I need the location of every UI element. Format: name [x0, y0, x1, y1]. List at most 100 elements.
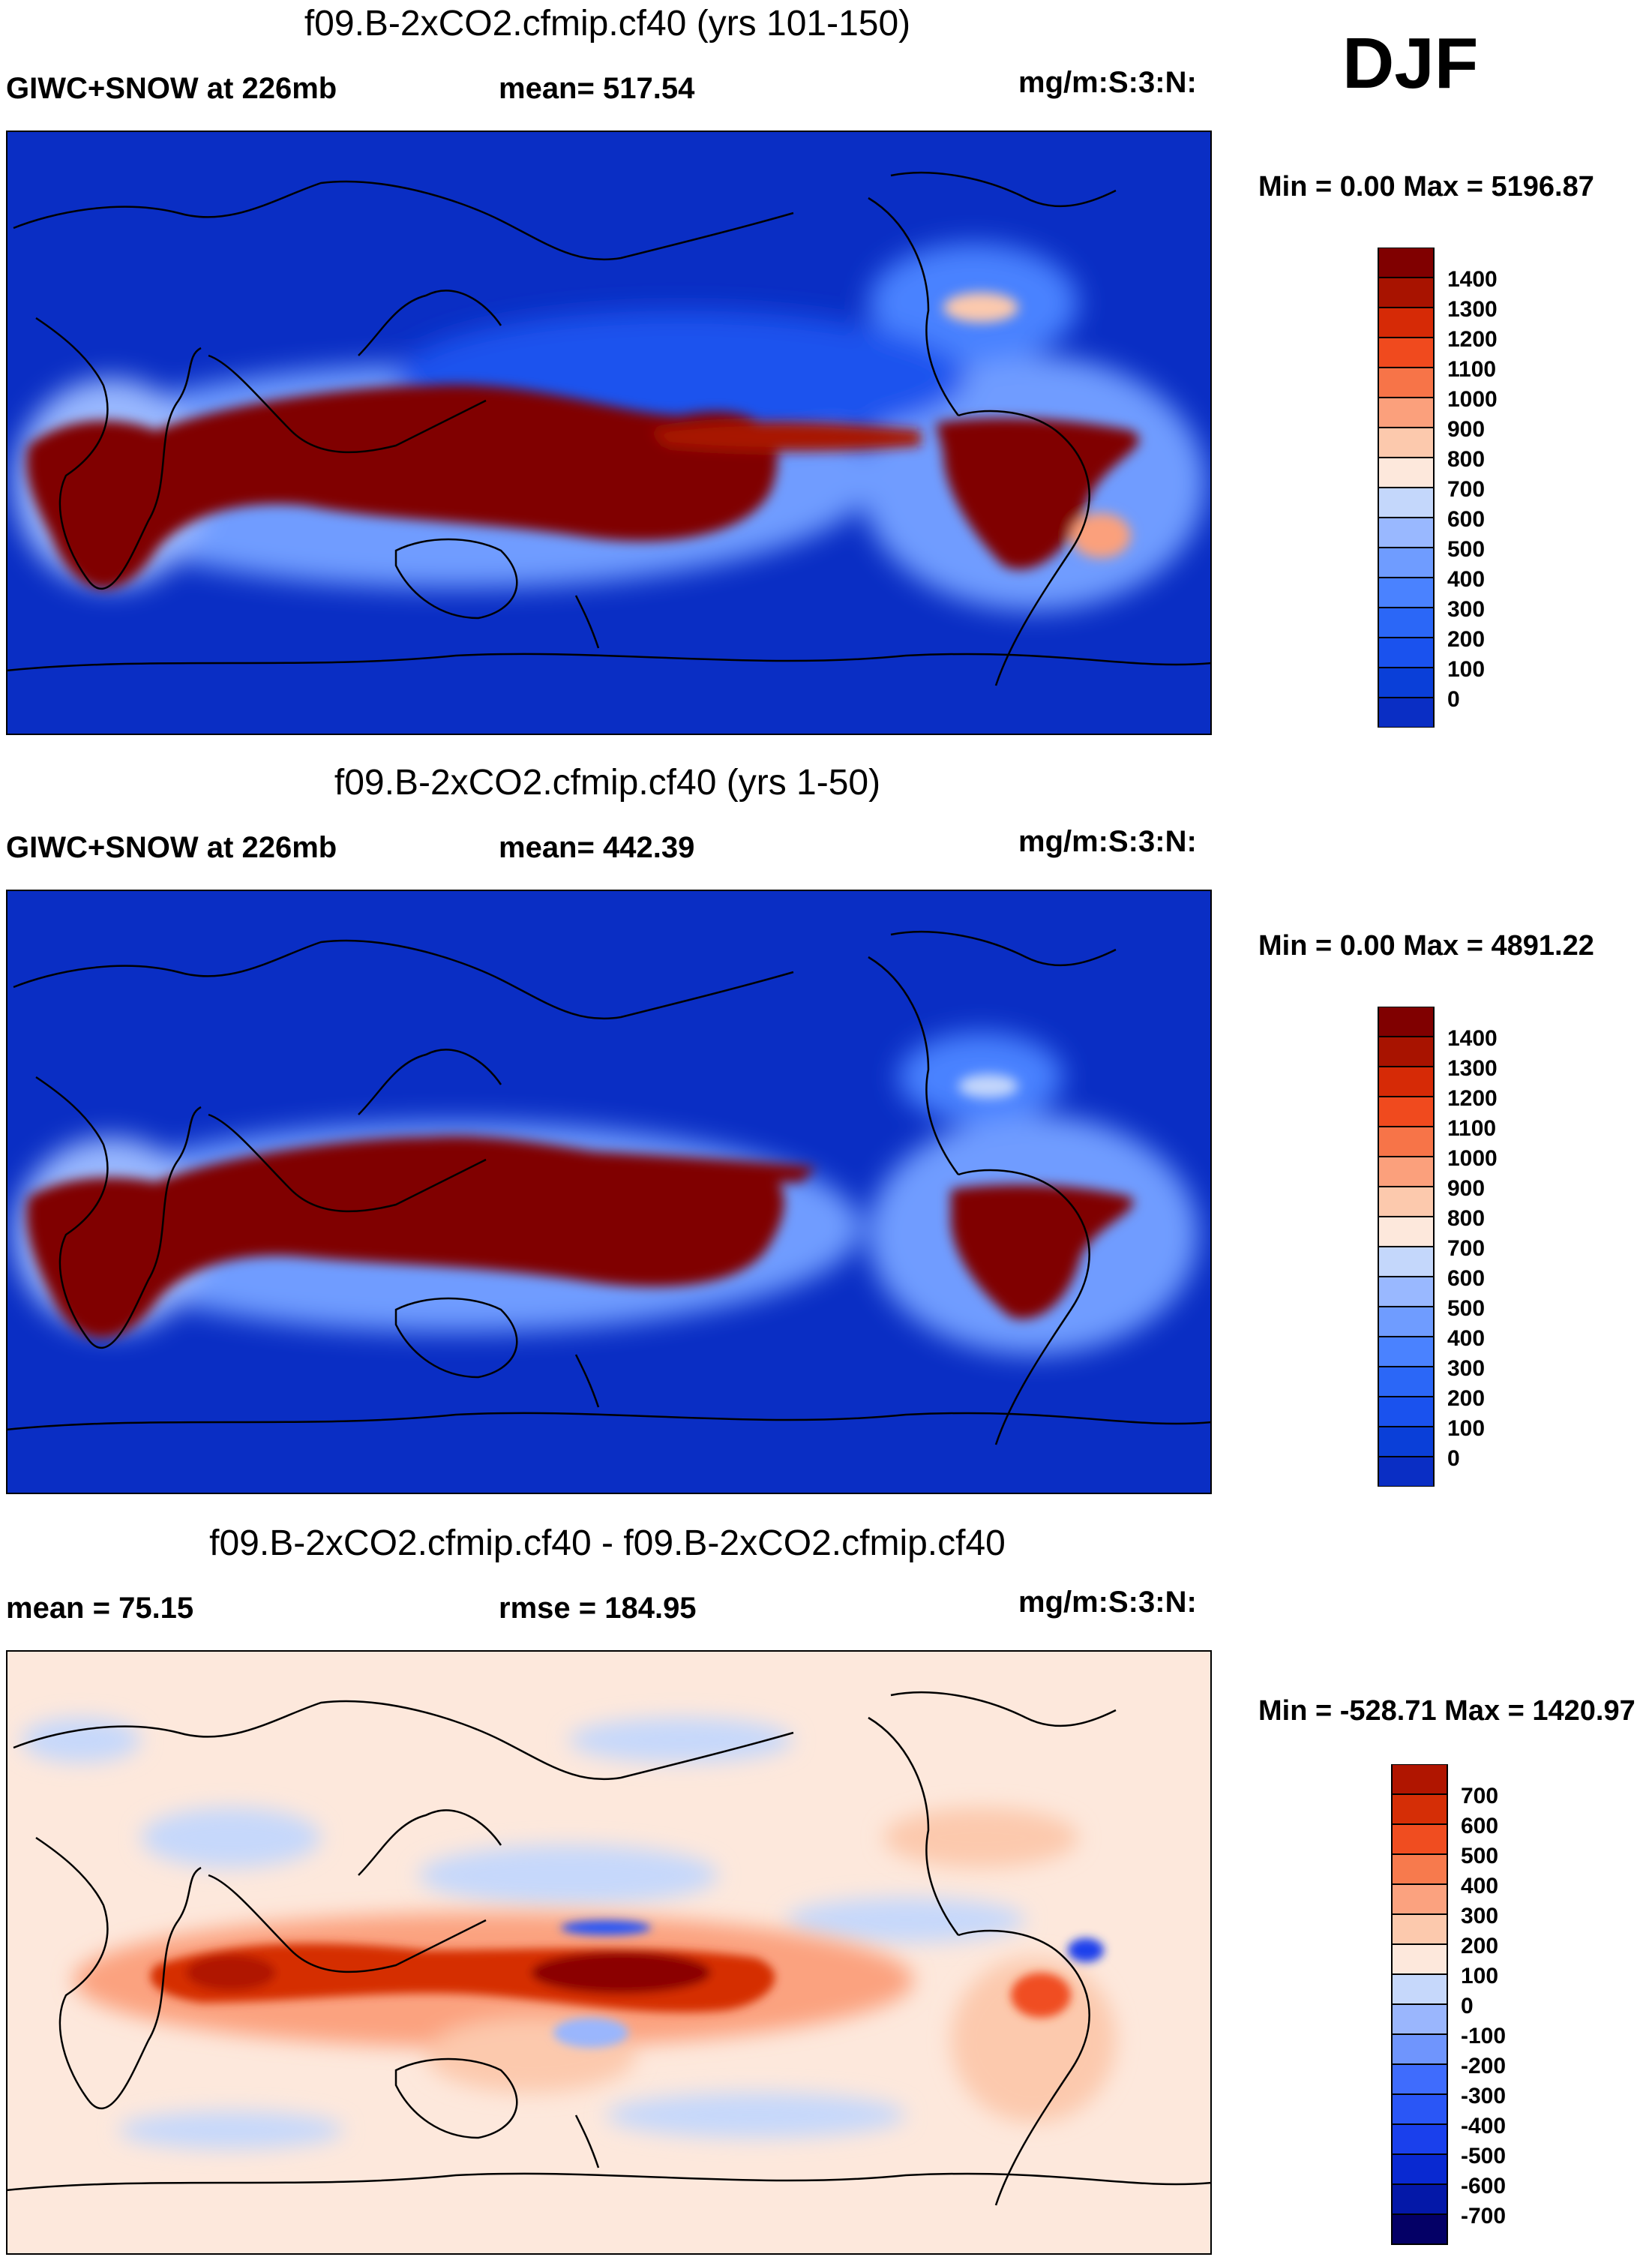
panel3-colorbar-box: [1391, 2123, 1448, 2155]
panel1-map: [6, 131, 1212, 735]
panel1-colorbar-label: 1100: [1447, 357, 1496, 382]
panel2-colorbar-box: [1378, 1276, 1435, 1307]
panel2-colorbar-box: [1378, 1366, 1435, 1397]
panel2-colorbar-label: 1100: [1447, 1116, 1496, 1141]
panel3-colorbar-box: [1391, 1763, 1448, 1795]
panel3-colorbar-box: [1391, 2093, 1448, 2125]
panel1-colorbar-label: 400: [1447, 567, 1485, 592]
panel1-variable-label: GIWC+SNOW at 226mb: [6, 72, 337, 105]
panel3-colorbar-label: 700: [1461, 1784, 1498, 1808]
panel1-colorbar-box: [1378, 307, 1435, 338]
panel1-colorbar-label: 300: [1447, 597, 1485, 622]
panel1-colorbar-box: [1378, 457, 1435, 488]
panel2-colorbar-label: 900: [1447, 1176, 1485, 1201]
panel3-title: f09.B-2xCO2.cfmip.cf40 - f09.B-2xCO2.cfm…: [209, 1523, 1006, 1563]
panel2-colorbar-box: [1378, 1216, 1435, 1247]
panel3-map: [6, 1650, 1212, 2255]
panel2-mean-label: mean= 442.39: [499, 831, 695, 864]
panel2-colorbar-label: 100: [1447, 1416, 1485, 1441]
panel3-colorbar-label: -700: [1461, 2204, 1506, 2228]
panel2-colorbar-box: [1378, 1006, 1435, 1037]
panel1-colorbar-box: [1378, 667, 1435, 698]
panel1-colorbar-box: [1378, 487, 1435, 518]
panel2-colorbar-svg: 1400130012001100100090080070060050040030…: [1378, 1006, 1498, 1487]
panel1-core-field: [26, 293, 1140, 589]
panel2-colorbar-label: 500: [1447, 1296, 1485, 1321]
panel1-colorbar-box: [1378, 397, 1435, 428]
panel3-colorbar-box: [1391, 2153, 1448, 2185]
panel3-colorbar-label: 300: [1461, 1904, 1498, 1928]
panel1-colorbar-box: [1378, 247, 1435, 278]
panel3-colorbar-box: [1391, 1853, 1448, 1885]
panel2-colorbar-box: [1378, 1306, 1435, 1337]
panel2-colorbar-box: [1378, 1186, 1435, 1217]
panel3-colorbar-box: [1391, 2063, 1448, 2095]
panel2-colorbar-box: [1378, 1156, 1435, 1187]
panel2-colorbar-box: [1378, 1456, 1435, 1487]
panel3-colorbar-box: [1391, 1793, 1448, 1825]
panel3-colorbar-label: 200: [1461, 1934, 1498, 1958]
panel2-map-border: [6, 890, 1212, 1494]
panel3-colorbar-box: [1391, 1943, 1448, 1975]
panel2-colorbar-label: 700: [1447, 1236, 1485, 1261]
panel1-colorbar-label: 0: [1447, 687, 1460, 712]
panel2-colorbar-box: [1378, 1426, 1435, 1457]
panel1-colorbar-label: 1200: [1447, 327, 1498, 352]
panel2-colorbar-box: [1378, 1066, 1435, 1097]
panel1-colorbar-box: [1378, 277, 1435, 308]
panel3-coastlines: [6, 1691, 1212, 2206]
panel3-colorbar-label: -300: [1461, 2084, 1506, 2108]
panel1-title: f09.B-2xCO2.cfmip.cf40 (yrs 101-150): [304, 4, 911, 44]
panel1-colorbar-label: 800: [1447, 447, 1485, 472]
panel3-colorbar-box: [1391, 2003, 1448, 2035]
panel3-colorbar: 700 600 500 400 300 200 100 0 -100 -200 -300 -400 -5…: [1365, 1763, 1590, 2263]
panel1-colorbar-label: 600: [1447, 507, 1485, 532]
panel3-minmax: Min = -528.71 Max = 1420.97: [1258, 1695, 1636, 1727]
panel2-colorbar: 1400 1300 1200 1100 1000 900 800 700 600 500 400 30…: [1365, 1006, 1590, 1490]
panel1-colorbar: 1400 1300 1200 1100 1000 900 800 700 600 500 400 30…: [1365, 247, 1590, 731]
panel3-colorbar-label: -600: [1461, 2174, 1506, 2198]
panel1-colorbar-label: 700: [1447, 477, 1485, 502]
panel2-variable-label: GIWC+SNOW at 226mb: [6, 831, 337, 864]
panel3-colorbar-label: 600: [1461, 1814, 1498, 1838]
panel1-colorbar-label: 1300: [1447, 297, 1498, 322]
panel3-colorbar-box: [1391, 2183, 1448, 2215]
panel1-colorbar-label: 900: [1447, 417, 1485, 442]
panel3-colorbar-label: 400: [1461, 1874, 1498, 1898]
panel3-colorbar-label: -500: [1461, 2144, 1506, 2168]
panel3-colorbar-label: -200: [1461, 2054, 1506, 2078]
panel2-colorbar-label: 1300: [1447, 1056, 1498, 1081]
panel3-colorbar-label: -400: [1461, 2114, 1506, 2138]
panel2-minmax: Min = 0.00 Max = 4891.22: [1258, 930, 1594, 962]
panel1-colorbar-label: 1000: [1447, 387, 1498, 412]
panel1-colorbar-box: [1378, 577, 1435, 608]
panel3-colorbar-box: [1391, 1913, 1448, 1945]
panel1-units-label: mg/m:S:3:N:: [1018, 66, 1197, 99]
panel2-colorbar-label: 600: [1447, 1266, 1485, 1291]
panel3-colorbar-label: 500: [1461, 1844, 1498, 1868]
panel1-mean-label: mean= 517.54: [499, 72, 695, 105]
panel3-negative-field: [21, 1718, 1026, 2149]
panel2-colorbar-box: [1378, 1036, 1435, 1067]
panel2-title: f09.B-2xCO2.cfmip.cf40 (yrs 1-50): [334, 763, 881, 803]
panel1-colorbar-label: 200: [1447, 627, 1485, 652]
panel3-rmse-label: rmse = 184.95: [499, 1592, 697, 1625]
panel2-colorbar-box: [1378, 1096, 1435, 1127]
panel3-positive-core: [150, 1943, 1071, 2018]
panel1-colorbar-box: [1378, 547, 1435, 578]
panel2-colorbar-box: [1378, 1336, 1435, 1367]
panel2-colorbar-box: [1378, 1396, 1435, 1427]
panel1-colorbar-box: [1378, 697, 1435, 728]
panel1-coastlines: [6, 172, 1212, 686]
panel3-colorbar-svg: 700 600 500 400 300 200 100 0 -100 -200 -300 -400 -5…: [1391, 1763, 1506, 2245]
panel3-colorbar-label: 0: [1461, 1994, 1474, 2018]
panel3-colorbar-label: 100: [1461, 1964, 1498, 1988]
panel1-colorbar-box: [1378, 427, 1435, 458]
panel2-core-field: [26, 1074, 1134, 1338]
panel1-colorbar-label: 100: [1447, 657, 1485, 682]
panel2-colorbar-label: 800: [1447, 1206, 1485, 1231]
panel1-colorbar-box: [1378, 637, 1435, 668]
panel2-colorbar-label: 400: [1447, 1326, 1485, 1351]
panel1-map-border: [6, 131, 1212, 735]
panel2-coastlines: [6, 931, 1212, 1445]
